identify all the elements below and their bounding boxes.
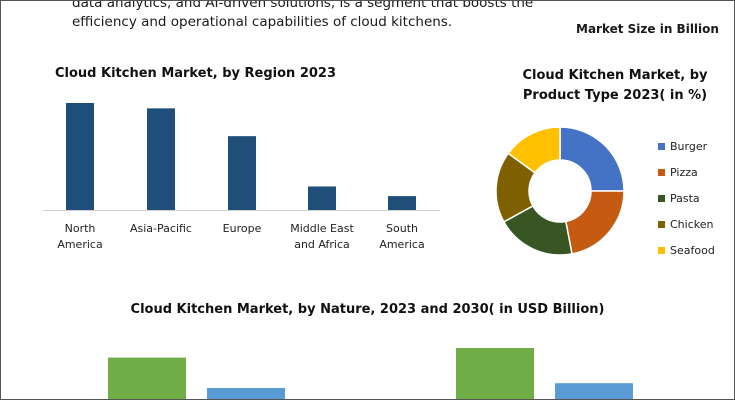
region-tick-label: America (57, 238, 102, 251)
nature-bar (207, 388, 285, 400)
legend-label: Seafood (670, 244, 715, 257)
legend-swatch (658, 169, 665, 176)
region-tick-label: Middle East (290, 222, 354, 235)
region-tick-label: South (386, 222, 418, 235)
legend-swatch (658, 221, 665, 228)
nature-chart-title: Cloud Kitchen Market, by Nature, 2023 an… (130, 302, 605, 317)
market-size-label: Market Size in Billion (576, 22, 719, 36)
region-bar (388, 196, 416, 210)
product-slice (507, 126, 561, 174)
legend-label: Chicken (670, 218, 714, 231)
region-tick-label: Europe (223, 222, 262, 235)
product-chart-title-line: Product Type 2023( in %) (522, 88, 708, 103)
region-tick-label: North (65, 222, 96, 235)
legend-label: Pizza (670, 166, 698, 179)
region-bar (147, 108, 175, 210)
nature-bar (108, 357, 186, 400)
legend-swatch (658, 143, 665, 150)
intro-line: efficiency and operational capabilities … (72, 14, 453, 30)
legend-label: Pasta (670, 192, 700, 205)
nature-bar (555, 383, 633, 400)
legend-swatch (658, 195, 665, 202)
product-slice (559, 126, 625, 192)
region-bar (228, 136, 256, 210)
legend-label: Burger (670, 140, 708, 153)
product-slice (564, 190, 625, 255)
region-bar (66, 103, 94, 210)
region-chart-title: Cloud Kitchen Market, by Region 2023 (55, 66, 337, 81)
region-tick-label: and Africa (294, 238, 350, 251)
region-tick-label: America (379, 238, 424, 251)
product-chart-title: Cloud Kitchen Market, by Product Type 20… (520, 66, 710, 106)
intro-line: data analytics, and AI-driven solutions,… (72, 0, 534, 11)
product-chart-title-line: Cloud Kitchen Market, by (522, 68, 708, 83)
region-bar (308, 186, 336, 210)
region-tick-label: Asia-Pacific (130, 222, 192, 235)
intro-text: data analytics, and AI-driven solutions,… (72, 0, 552, 32)
nature-bar (456, 348, 534, 400)
legend-swatch (658, 247, 665, 254)
